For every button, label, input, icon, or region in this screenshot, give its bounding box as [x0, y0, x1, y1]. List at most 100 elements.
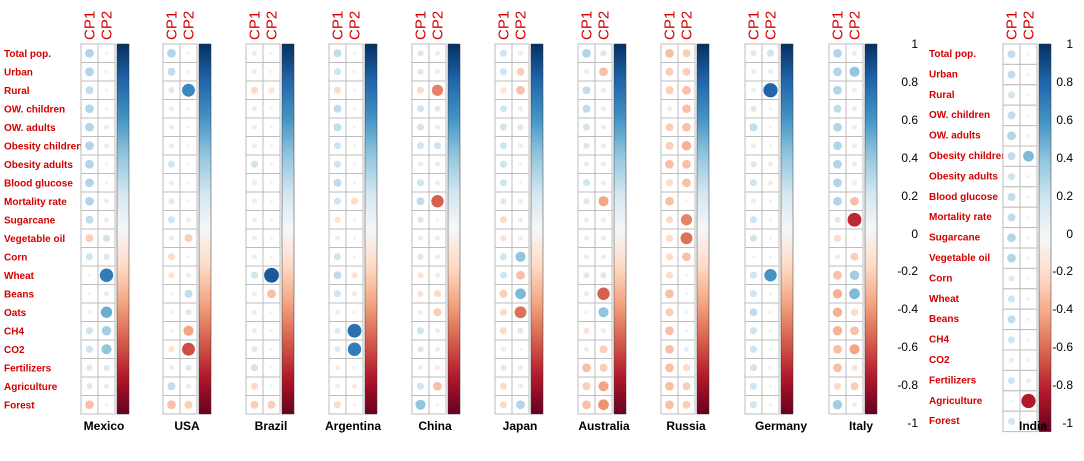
corr-point [251, 143, 258, 149]
corr-point [1007, 152, 1016, 161]
colorbar-tick-label: -0.4 [1052, 302, 1073, 316]
corr-point [851, 124, 858, 130]
corr-point [434, 346, 441, 352]
corr-point [682, 67, 691, 76]
corr-point [85, 196, 94, 206]
corr-point [1026, 113, 1031, 118]
corr-point [517, 365, 524, 371]
colorbar-tick-label: 0.2 [1056, 189, 1073, 203]
cp-label-cp1: CP1 [496, 11, 513, 40]
corr-point [182, 83, 195, 97]
corr-point [333, 178, 342, 187]
corr-point [1009, 399, 1014, 403]
corr-point [517, 327, 524, 334]
corr-point [269, 51, 274, 56]
corr-point [251, 198, 258, 204]
corr-point [1007, 336, 1016, 344]
cp-label-cp2: CP2 [1021, 11, 1038, 40]
corr-point [269, 162, 274, 167]
corr-point [750, 198, 757, 204]
panel-usa: CP1 CP2 USA [162, 11, 212, 433]
corr-point [583, 161, 590, 167]
corr-point [768, 125, 773, 130]
corr-point [103, 198, 110, 204]
corr-point [167, 216, 176, 224]
row-label-obesity-adults: Obesity adults [4, 160, 73, 171]
row-label-right-vegetable-oil: Vegetable oil [929, 253, 990, 264]
corr-point [767, 69, 774, 75]
corr-point [832, 400, 843, 410]
corr-point [347, 323, 362, 338]
corr-point [834, 254, 841, 260]
corr-point [103, 253, 110, 260]
row-label-corn: Corn [4, 253, 27, 264]
corr-point [168, 106, 175, 112]
corr-point [749, 179, 758, 187]
row-label-beans: Beans [4, 290, 34, 301]
corr-point [269, 199, 274, 204]
corr-point [1026, 358, 1031, 362]
corr-point [85, 141, 94, 151]
corr-point [251, 69, 258, 75]
corr-point [850, 196, 859, 206]
row-label-forest: Forest [4, 401, 35, 412]
corr-point [251, 346, 258, 353]
corr-point [434, 69, 441, 75]
corr-point [417, 253, 424, 260]
row-label-right-fertilizers: Fertilizers [929, 375, 977, 386]
corr-point [665, 400, 674, 410]
corr-point [682, 159, 691, 169]
corr-point [583, 142, 590, 149]
corr-point [87, 273, 92, 278]
corr-point [684, 310, 689, 315]
corr-point [750, 69, 757, 75]
corr-point [851, 50, 858, 56]
row-label-obesity-children: Obesity children [4, 142, 82, 153]
cp-label-cp1: CP1 [82, 11, 99, 40]
corr-point [1007, 233, 1016, 243]
panel-brazil: CP1 CP2 Brazil [245, 11, 295, 433]
corr-point [267, 289, 276, 299]
corr-point [849, 66, 860, 77]
corr-point [1026, 317, 1031, 322]
corr-point [665, 363, 674, 373]
corr-point [251, 235, 258, 241]
row-label-right-co2: CO2 [929, 355, 950, 366]
colorbar-tick-label: 0.6 [901, 113, 918, 127]
row-label-right-agriculture: Agriculture [929, 396, 983, 407]
corr-point [417, 161, 424, 167]
corr-point [333, 160, 342, 168]
corr-point [184, 234, 193, 243]
corr-point [750, 105, 757, 112]
corr-point [434, 272, 441, 278]
row-label-sugarcane: Sugarcane [4, 216, 56, 227]
corr-point [500, 364, 507, 371]
corr-point [582, 382, 591, 391]
corr-point [268, 87, 275, 94]
corr-point [768, 291, 773, 296]
corr-point [167, 67, 176, 76]
colorbar-ticks: 1 1 0.8 0.8 0.6 0.6 0.4 0.4 0.2 0.2 0 0 -0.2 -0.2 -0.4… [897, 37, 1073, 430]
corr-point [833, 363, 842, 373]
corr-point [665, 344, 674, 354]
corr-point [683, 346, 690, 352]
corr-point [582, 400, 591, 410]
colorbar-tick-label: 1 [911, 37, 918, 51]
corr-point [833, 344, 842, 354]
corr-point [431, 195, 444, 208]
corr-point [104, 180, 109, 185]
corr-point [583, 254, 590, 260]
corr-point [416, 123, 425, 131]
corr-point [1007, 417, 1016, 425]
cp-label-cp2: CP2 [679, 11, 696, 40]
corr-point [184, 289, 193, 298]
corr-point [333, 142, 342, 150]
corr-point [352, 125, 357, 130]
corr-point [583, 235, 590, 241]
corr-point [767, 180, 774, 186]
corr-point [665, 123, 674, 132]
corr-point [1026, 215, 1031, 220]
corr-point [833, 104, 842, 113]
corr-point [1008, 357, 1015, 363]
corr-point [417, 272, 424, 279]
